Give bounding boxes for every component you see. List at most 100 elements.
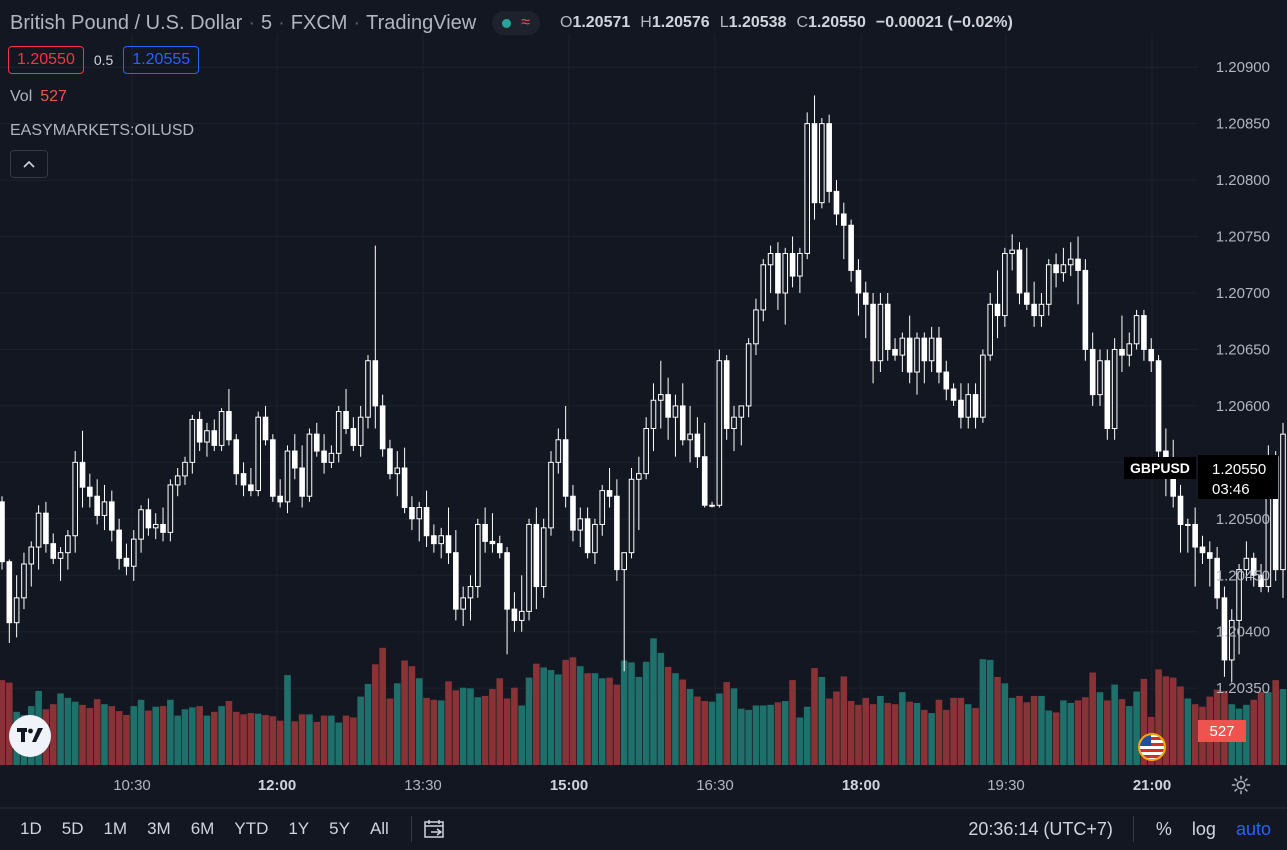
volume-bar (71, 701, 79, 765)
candle-body (636, 473, 642, 480)
candle-body (0, 501, 5, 563)
candle-body (1089, 348, 1096, 396)
candle-body (1060, 264, 1067, 274)
volume-bar (1111, 684, 1118, 765)
candle-body (504, 552, 510, 610)
range-5y-button[interactable]: 5Y (329, 819, 350, 838)
volume-bar (386, 698, 394, 765)
volume-bar (657, 652, 665, 765)
candle-body (789, 252, 796, 277)
log-scale-toggle[interactable]: log (1191, 818, 1216, 839)
candle-body (679, 405, 686, 441)
candle-body (1141, 315, 1147, 350)
candle-body (526, 523, 532, 612)
range-3m-button[interactable]: 3M (147, 819, 171, 838)
volume-bar (833, 691, 840, 765)
volume-bar (262, 714, 269, 765)
volume-bar (1162, 676, 1170, 765)
market-status-pill[interactable]: ≈ (492, 11, 540, 35)
candle-body (921, 337, 928, 362)
candle-body (1243, 557, 1250, 571)
candle-body (43, 512, 49, 545)
candle-body (116, 529, 122, 559)
symbol-name[interactable]: British Pound / U.S. Dollar (10, 11, 243, 34)
range-all-button[interactable]: All (369, 819, 389, 838)
volume-bar (1250, 699, 1258, 765)
range-ytd-button[interactable]: YTD (234, 819, 269, 838)
range-1d-button[interactable]: 1D (20, 819, 42, 838)
candle-body (255, 416, 261, 492)
price-axis[interactable]: 1.20900 1.20850 1.20800 1.20750 1.20700 1.206… (1216, 59, 1270, 697)
sell-button[interactable]: 1.20550 (8, 46, 84, 74)
candle-body (416, 507, 423, 520)
candle-body (423, 507, 430, 537)
buy-button[interactable]: 1.20555 (123, 46, 200, 74)
volume-bar (796, 717, 804, 765)
volume-bar (789, 680, 796, 765)
volume-bar (93, 699, 101, 765)
candle-body (833, 190, 840, 215)
us-flag-icon[interactable] (1138, 733, 1166, 761)
candle-body (709, 504, 715, 507)
candle-body (548, 461, 554, 529)
candle-body (372, 360, 379, 407)
calendar-goto-graphic (424, 820, 444, 838)
candle-body (1192, 523, 1198, 548)
volume-bar (372, 664, 379, 765)
candle-body (445, 535, 452, 554)
percent-scale-toggle[interactable]: % (1155, 818, 1172, 839)
volume-bar (247, 713, 255, 765)
price-axis-label: 1.20750 (1216, 229, 1270, 246)
candle-body (804, 123, 811, 254)
candle-body (482, 523, 488, 542)
candle-body (767, 252, 774, 266)
candle-body (1126, 343, 1133, 356)
range-5d-button[interactable]: 5D (61, 819, 84, 838)
candle-body (943, 371, 950, 390)
volume-bar (840, 676, 848, 765)
gear-icon[interactable] (1230, 774, 1252, 796)
price-axis-label: 1.20850 (1216, 116, 1270, 133)
candle-body (79, 461, 86, 488)
volume-bar (408, 666, 416, 765)
volume-bar (357, 696, 364, 765)
overlay-symbol-legend[interactable]: EASYMARKETS:OILUSD (10, 122, 195, 139)
volume-bar (533, 663, 540, 765)
volume-legend[interactable]: Vol 527 (10, 88, 67, 106)
range-1y-button[interactable]: 1Y (288, 819, 310, 838)
tradingview-logo-icon[interactable] (9, 715, 51, 757)
candle-body (1075, 258, 1081, 271)
candle-body (1009, 249, 1015, 254)
ohlc-values: O1.20571 H1.20576 L1.20538 C1.20550 −0.0… (560, 14, 1013, 32)
candle-body (584, 518, 591, 554)
volume-bar (664, 666, 672, 765)
candle-body (28, 546, 35, 565)
time-axis-label: 12:00 (258, 777, 296, 794)
candle-body (174, 475, 181, 486)
volume-bar (474, 697, 482, 765)
candle-body (233, 439, 240, 475)
volume-bar (6, 682, 13, 765)
time-axis[interactable]: 10:30 12:00 13:30 15:00 16:30 18:00 19:30 21:00 (113, 777, 1171, 794)
candle-body (1185, 523, 1191, 526)
volume-bar (635, 676, 643, 765)
candle-body (1097, 360, 1103, 396)
volume-bar (555, 674, 562, 765)
volume-bar (1104, 700, 1111, 765)
volume-bar (350, 717, 357, 765)
volume-bar (906, 701, 913, 765)
range-1m-button[interactable]: 1M (103, 819, 128, 838)
volume-bar (254, 713, 262, 765)
auto-scale-toggle[interactable]: auto (1235, 818, 1271, 839)
calendar-goto-icon[interactable] (424, 818, 450, 840)
candle-body (841, 213, 847, 226)
collapse-legend-button[interactable] (10, 150, 48, 178)
symbol-legend[interactable]: British Pound / U.S. Dollar · 5 · FXCM ·… (10, 10, 1013, 36)
candle-body (1258, 574, 1264, 588)
clock-timezone[interactable]: 20:36:14 (UTC+7) (968, 818, 1113, 839)
range-6m-button[interactable]: 6M (190, 819, 215, 838)
interval-label[interactable]: 5 (261, 11, 273, 34)
volume-bar (862, 697, 870, 765)
price-axis-label: 1.20900 (1216, 59, 1270, 76)
